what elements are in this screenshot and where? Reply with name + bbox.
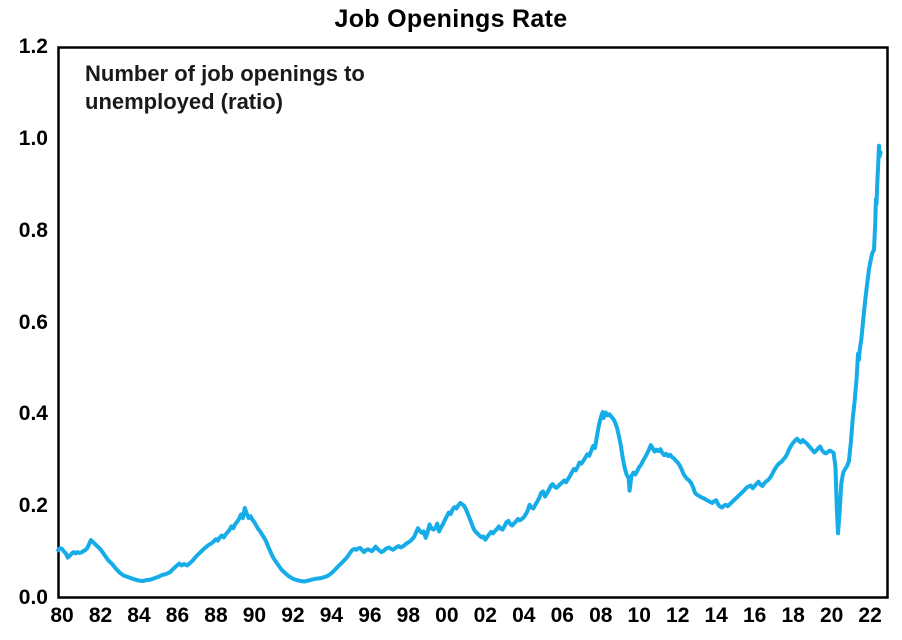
x-tick-label: 98 (396, 604, 421, 627)
x-tick-label: 04 (512, 604, 536, 627)
x-tick-label: 90 (242, 604, 267, 627)
x-tick-label: 88 (204, 604, 228, 627)
x-tick-label: 16 (742, 604, 767, 627)
x-tick-label: 14 (704, 604, 728, 627)
y-tick-label: 0.0 (18, 586, 48, 609)
chart-annotation: Number of job openings to unemployed (ra… (85, 60, 365, 116)
x-tick-label: 20 (819, 604, 844, 627)
x-tick-label: 96 (358, 604, 382, 627)
x-tick-label: 86 (165, 604, 190, 627)
y-tick-label: 1.2 (18, 35, 48, 58)
x-tick-label: 08 (589, 604, 613, 627)
y-tick-label: 0.6 (18, 310, 48, 334)
x-tick-label: 00 (435, 604, 459, 627)
y-tick-label: 0.4 (18, 402, 48, 426)
x-tick-label: 12 (666, 604, 690, 627)
x-tick-label: 18 (781, 604, 805, 627)
y-axis-labels: 0.0 0.2 0.4 0.6 0.8 1.0 1.2 (0, 0, 48, 640)
x-tick-label: 22 (858, 604, 882, 627)
annotation-line-2: unemployed (ratio) (85, 89, 284, 114)
x-tick-label: 84 (127, 604, 151, 627)
x-tick-label: 06 (550, 604, 574, 627)
plot-frame (57, 46, 889, 599)
chart-title: Job Openings Rate (334, 5, 568, 33)
x-tick-label: 92 (281, 604, 305, 627)
x-tick-label: 80 (50, 604, 74, 627)
x-axis-labels: 80 82 84 86 88 90 92 94 96 98 00 02 04 06 08 10 12 14 16 18… (0, 604, 902, 634)
y-tick-label: 0.8 (18, 218, 48, 242)
annotation-line-1: Number of job openings to (85, 61, 365, 86)
y-tick-label: 1.0 (18, 126, 48, 150)
x-tick-label: 82 (88, 604, 113, 627)
y-tick-label: 0.2 (18, 494, 48, 518)
x-tick-label: 94 (319, 604, 344, 627)
x-tick-label: 02 (473, 604, 497, 627)
series-line (56, 143, 883, 584)
x-tick-label: 10 (627, 604, 651, 627)
